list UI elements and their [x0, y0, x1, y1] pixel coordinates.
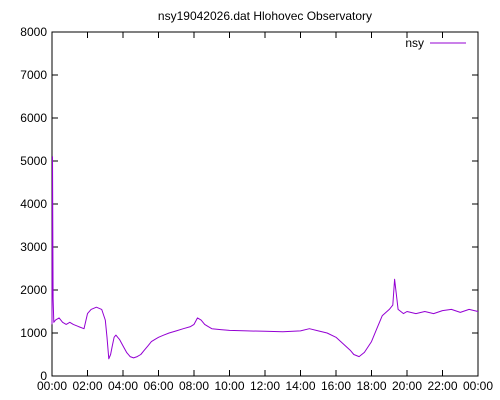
series-layer — [51, 156, 479, 360]
y-tick-label: 7000 — [20, 68, 47, 82]
x-tick-label: 06:00 — [143, 379, 173, 393]
legend-label-nsy: nsy — [405, 36, 424, 50]
x-tick-label: 12:00 — [250, 379, 280, 393]
chart-title: nsy19042026.dat Hlohovec Observatory — [158, 9, 372, 23]
series-line-nsy — [51, 156, 479, 360]
y-tick-label: 8000 — [20, 25, 47, 39]
x-tick-label: 08:00 — [179, 379, 209, 393]
x-tick-label: 20:00 — [392, 379, 422, 393]
y-tick-label: 5000 — [20, 154, 47, 168]
axis-ticks: 0 1000 2000 3000 4000 5000 6000 7000 8000 00:00 02… — [20, 25, 493, 393]
x-tick-label: 22:00 — [427, 379, 457, 393]
x-tick-label: 10:00 — [214, 379, 244, 393]
y-tick-label: 3000 — [20, 240, 47, 254]
y-tick-label: 0 — [40, 369, 47, 383]
y-tick-label: 6000 — [20, 111, 47, 125]
y-tick-label: 2000 — [20, 283, 47, 297]
y-tick-label: 1000 — [20, 326, 47, 340]
x-tick-label: 02:00 — [72, 379, 102, 393]
x-tick-label: 14:00 — [285, 379, 315, 393]
x-tick-label: 16:00 — [321, 379, 351, 393]
x-tick-label: 04:00 — [108, 379, 138, 393]
x-tick-label: 00:00 — [37, 379, 67, 393]
y-tick-label: 4000 — [20, 197, 47, 211]
legend: nsy — [405, 36, 466, 50]
x-tick-label: 00:00 — [463, 379, 493, 393]
plot-frame — [51, 31, 479, 377]
x-tick-label: 18:00 — [356, 379, 386, 393]
